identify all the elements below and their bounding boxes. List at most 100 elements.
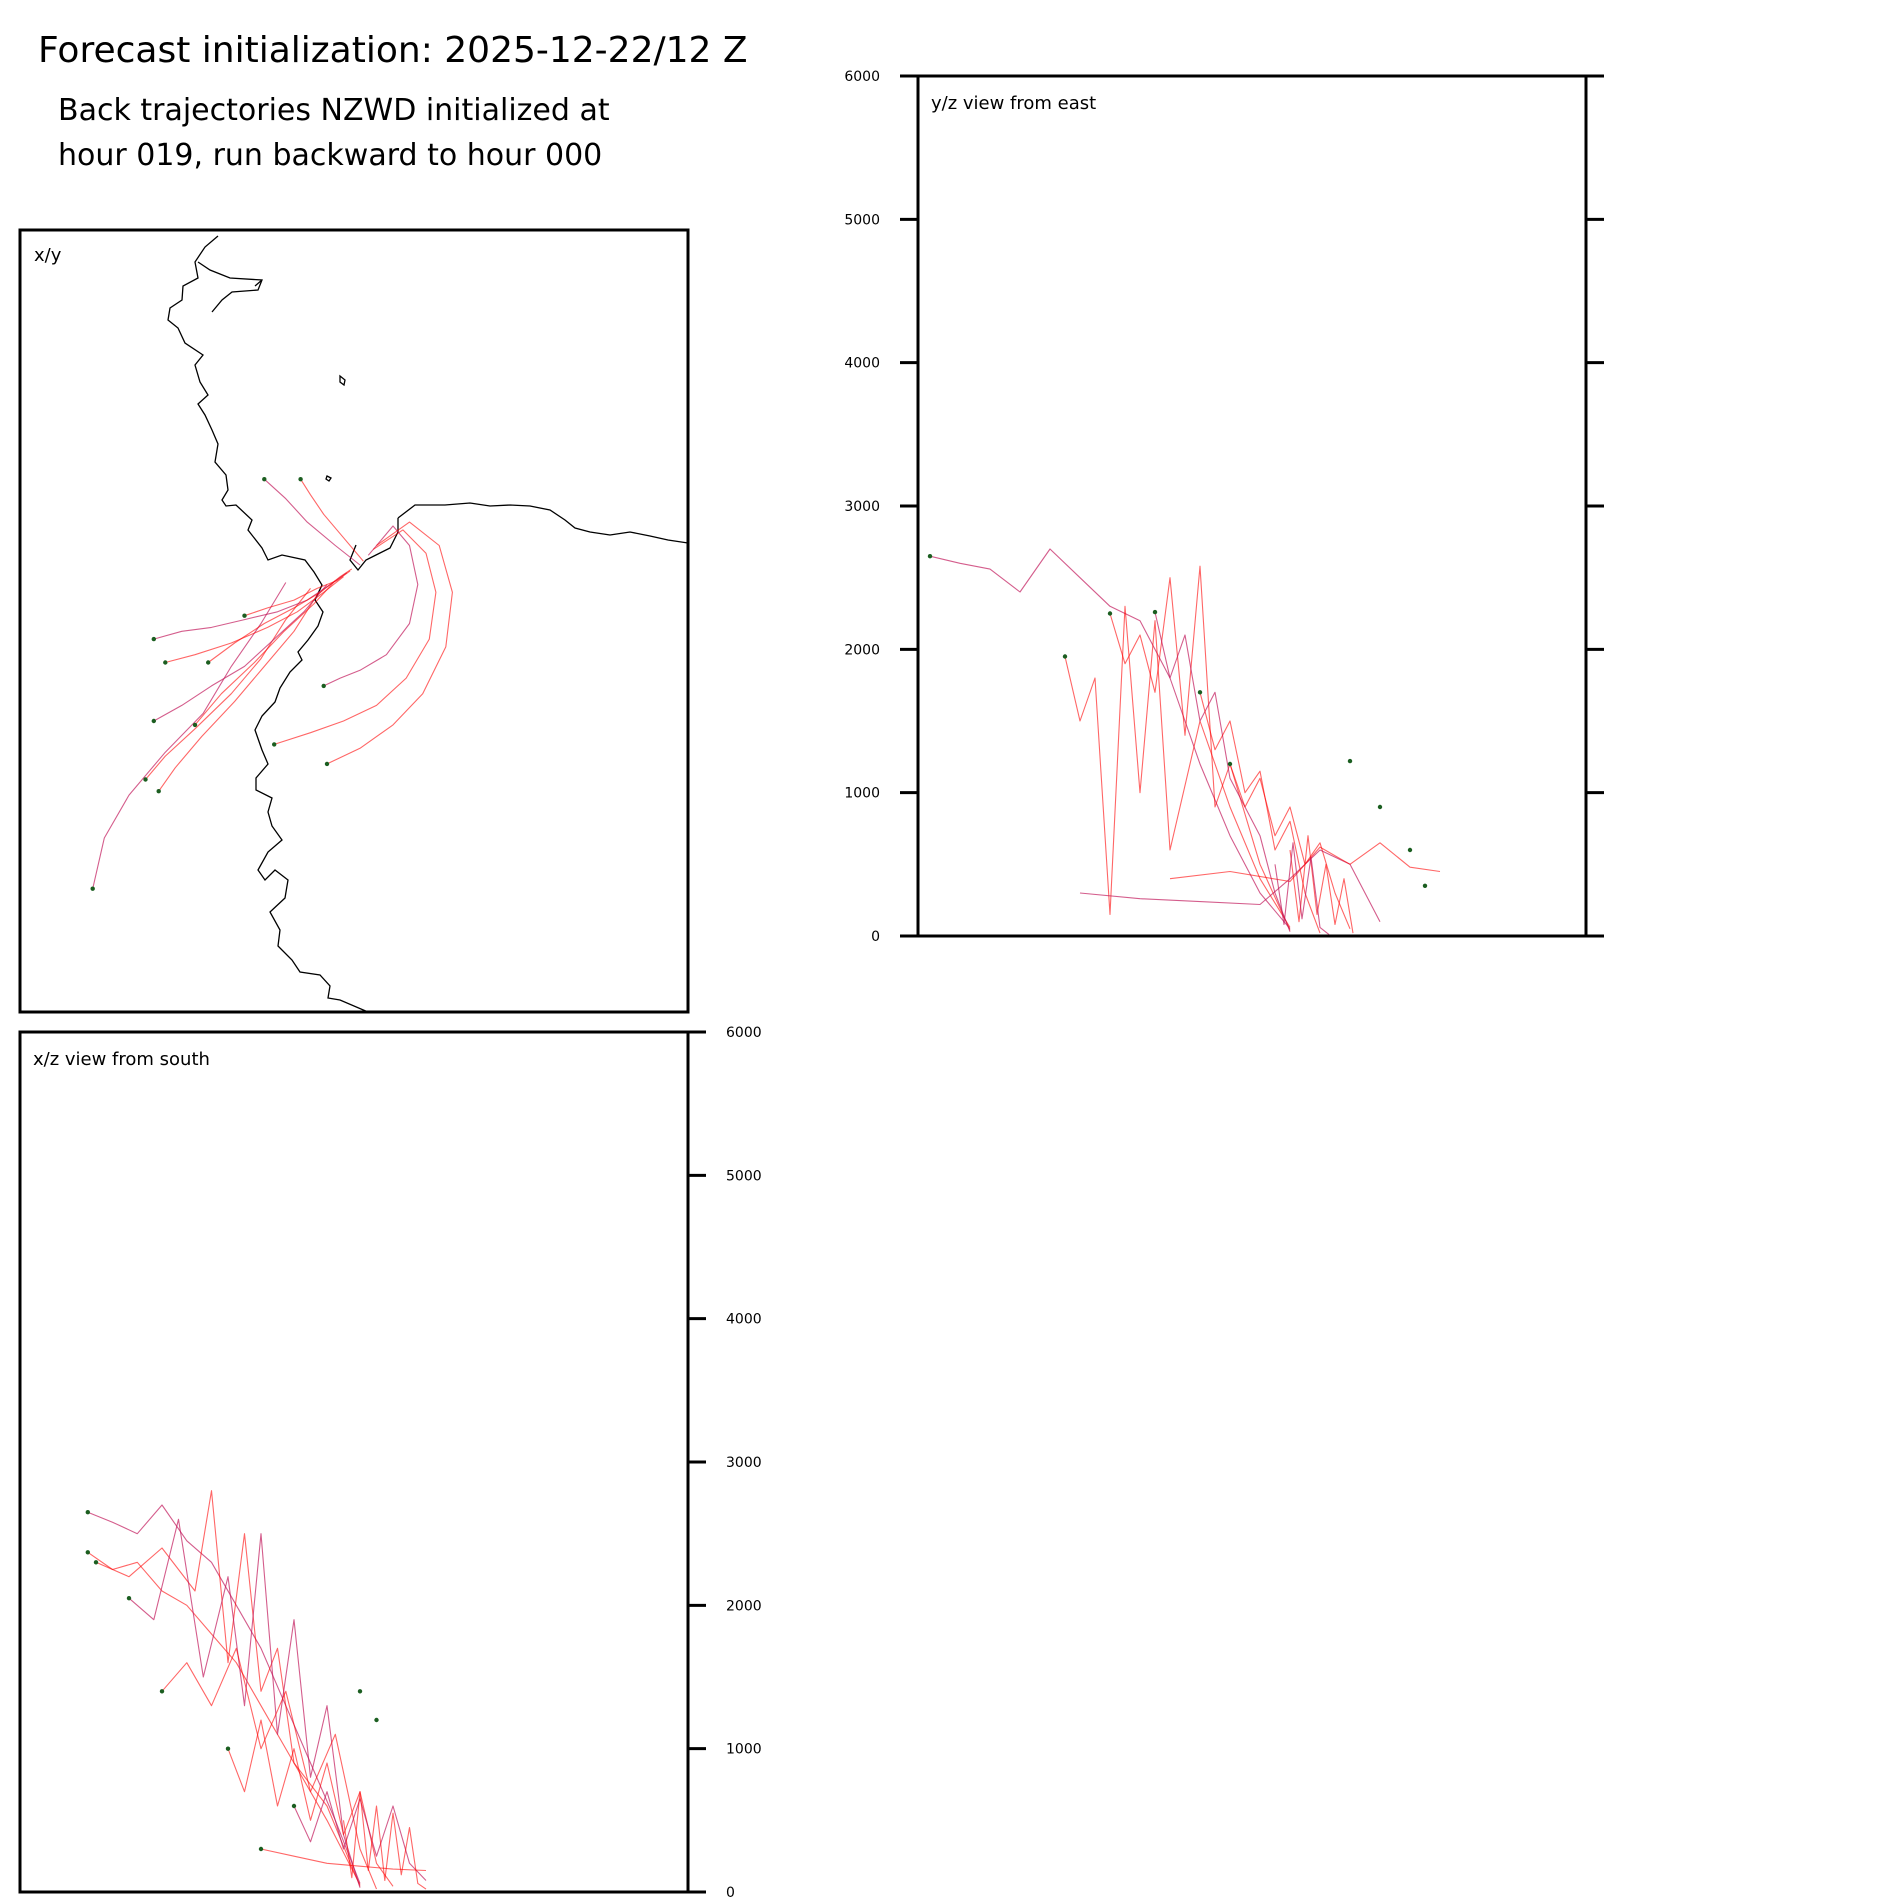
xy-start-marker	[242, 613, 247, 618]
xz-trajectory-traj-2	[87, 1551, 361, 1886]
yz-start-marker	[1407, 847, 1413, 853]
xz-start-marker	[357, 1689, 363, 1694]
xz-panel-label: x/z view from south	[33, 1049, 210, 1070]
yz-start-marker	[1347, 758, 1353, 764]
yz-tick-label: 1000	[844, 786, 880, 802]
xz-axes: 0 1000 2000 3000 4000 5000 6000	[688, 1025, 762, 1900]
yz-trajectory-traj-4	[1154, 611, 1291, 932]
xy-start-marker	[151, 636, 156, 642]
xy-start-marker	[151, 718, 156, 724]
island-2	[325, 475, 332, 482]
xz-start-marker	[374, 1717, 379, 1723]
xz-tick-label: 2000	[726, 1598, 762, 1614]
xy-trajectory-traj-8	[244, 570, 351, 617]
xy-trajectory-traj-7	[153, 572, 348, 640]
xy-trajectory-traj-5	[194, 580, 336, 726]
panel-xz: 0 1000 2000 3000 4000 5000 6000 x/z view from …	[18, 1025, 762, 1900]
yz-tick-label: 6000	[844, 69, 880, 85]
xz-trajectory-traj-4	[128, 1518, 361, 1888]
xy-trajectory-traj-4	[153, 584, 328, 722]
xy-start-marker	[298, 477, 303, 482]
yz-start-marker	[927, 554, 933, 559]
yz-start-marker	[1152, 609, 1158, 615]
xz-trajectory-traj-8	[260, 1848, 427, 1872]
figure-title: Forecast initialization: 2025-12-22/12 Z	[38, 30, 748, 71]
yz-trajectories	[927, 548, 1441, 936]
xz-trajectory-traj-1	[87, 1504, 361, 1884]
xz-start-marker	[85, 1510, 91, 1515]
xz-start-marker	[93, 1560, 99, 1565]
xy-trajectory-traj-2	[145, 588, 311, 780]
xy-panel-label: x/y	[34, 245, 62, 266]
xz-tick-label: 5000	[726, 1168, 762, 1184]
yz-axes: 0 1000 2000 3000 4000 5000 6000	[844, 69, 1604, 945]
subtitle-line-2: hour 019, run backward to hour 000	[58, 138, 603, 173]
yz-start-marker	[1107, 611, 1113, 616]
xz-trajectory-traj-6	[227, 1719, 394, 1887]
coastline-harbour	[349, 518, 399, 572]
xz-frame	[18, 1030, 690, 1894]
xy-trajectory-traj-12	[326, 521, 453, 765]
xy-start-marker	[163, 660, 168, 665]
panel-yz: 0 1000 2000 3000 4000 5000 6000 y/z view from …	[844, 69, 1604, 945]
xz-tick-label: 4000	[726, 1312, 762, 1328]
xy-frame	[18, 228, 690, 1014]
xz-trajectory-traj-7	[293, 1791, 427, 1881]
island-1	[339, 374, 346, 387]
xz-start-marker	[159, 1689, 165, 1694]
panel-xy: x/y	[18, 228, 690, 1014]
yz-start-marker	[1227, 761, 1233, 767]
yz-trajectory-traj-6	[1229, 763, 1351, 930]
xy-start-marker	[143, 777, 148, 782]
yz-tick-label: 2000	[844, 642, 880, 658]
xy-start-marker	[321, 683, 326, 689]
coastline-west	[167, 235, 369, 1012]
xz-start-marker	[258, 1846, 264, 1852]
yz-tick-label: 0	[871, 929, 880, 945]
xz-start-marker	[291, 1803, 297, 1809]
yz-panel-label: y/z view from east	[931, 93, 1096, 114]
figure-subtitle: Back trajectories NZWD initialized at ho…	[58, 88, 758, 178]
xy-trajectory-traj-10	[323, 525, 419, 687]
xy-start-marker	[272, 742, 277, 747]
xy-trajectory-traj-14	[300, 478, 364, 562]
xy-trajectory-traj-1	[92, 582, 287, 889]
xz-trajectory-traj-3	[95, 1490, 361, 1887]
xy-start-marker	[90, 886, 95, 891]
coastline-east	[397, 502, 688, 544]
xy-start-marker	[262, 477, 267, 482]
xz-start-marker	[126, 1596, 132, 1601]
yz-trajectory-traj-8	[1169, 842, 1441, 883]
yz-start-marker	[1062, 654, 1068, 659]
yz-start-marker	[1377, 804, 1383, 810]
xz-trajectory-traj-5	[161, 1647, 378, 1890]
xy-start-marker	[324, 761, 330, 767]
xy-start-marker	[192, 722, 198, 728]
xy-trajectory-traj-6	[165, 576, 344, 664]
xz-trajectories	[85, 1490, 427, 1890]
xz-start-marker	[225, 1746, 231, 1751]
xy-trajectory-traj-9	[207, 568, 353, 663]
yz-trajectory-traj-2	[1064, 605, 1291, 928]
yz-trajectory-traj-7	[1079, 849, 1381, 922]
yz-trajectory-traj-10	[1274, 842, 1330, 936]
yz-start-marker	[1422, 883, 1428, 888]
xy-trajectory-traj-3	[158, 592, 320, 792]
xy-trajectories	[90, 477, 453, 891]
xy-coastline	[167, 235, 688, 1012]
xz-tick-label: 1000	[726, 1742, 762, 1758]
xz-trajectory-traj-9	[342, 1791, 427, 1890]
xz-tick-label: 0	[726, 1885, 735, 1900]
yz-tick-label: 3000	[844, 499, 880, 515]
xz-tick-label: 6000	[726, 1025, 762, 1041]
coastline-north	[197, 261, 263, 313]
subtitle-line-1: Back trajectories NZWD initialized at	[58, 93, 610, 128]
yz-tick-label: 5000	[844, 212, 880, 228]
yz-tick-label: 4000	[844, 356, 880, 372]
xz-start-marker	[85, 1550, 91, 1555]
xy-trajectory-traj-13	[263, 478, 361, 566]
yz-start-marker	[1197, 690, 1203, 695]
yz-trajectory-traj-1	[929, 548, 1291, 930]
xz-tick-label: 3000	[726, 1455, 762, 1471]
